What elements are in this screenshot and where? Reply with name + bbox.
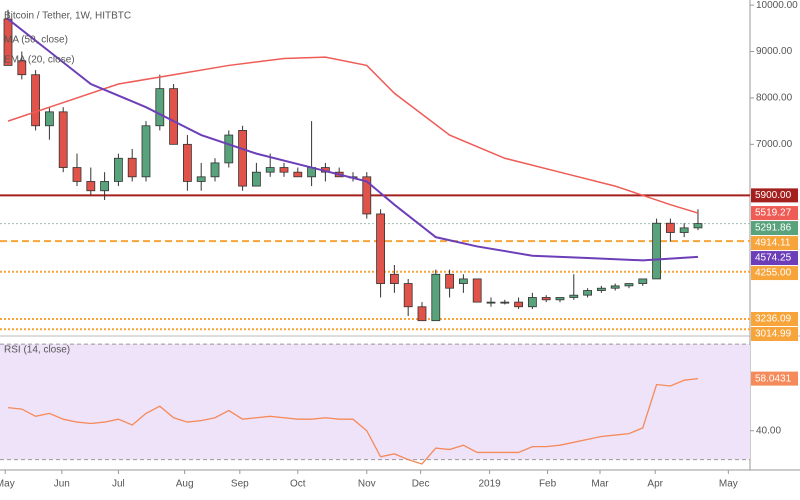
candle-body [527, 297, 537, 308]
candle-body [376, 213, 385, 284]
candle-body [583, 290, 592, 296]
candle-body [182, 143, 192, 182]
candle-body [31, 74, 41, 127]
candle-body [210, 162, 220, 178]
candle-body [679, 227, 689, 233]
price-label-box [751, 266, 798, 281]
candle-body [279, 167, 289, 173]
candle-body [403, 283, 413, 308]
x-tick-label: May [719, 479, 738, 490]
candle-body [45, 111, 54, 127]
ma-line [7, 56, 699, 214]
candle-body [17, 60, 27, 76]
rsi-label: 58.0431 [755, 373, 792, 384]
candle-body [155, 88, 165, 127]
candle-body [265, 167, 275, 173]
candle-body [251, 171, 261, 187]
candle-body [610, 285, 620, 289]
candle-body [638, 278, 648, 284]
rsi-label-box [751, 371, 798, 386]
candle-body [224, 134, 234, 164]
ma-line [7, 18, 699, 262]
candle-body [514, 301, 523, 308]
candle-body [141, 125, 151, 178]
candle-body [693, 223, 703, 229]
price-label: 5291.86 [755, 223, 792, 234]
y-tick-label: 40.00 [756, 425, 781, 436]
x-tick-label: May [0, 479, 15, 490]
rsi-title: RSI (14, close) [4, 345, 70, 356]
candle-body [569, 294, 579, 298]
price-label-box [751, 327, 798, 341]
candle-body [362, 176, 372, 215]
x-tick-label: Aug [176, 479, 194, 490]
x-tick-label: Jun [54, 479, 70, 490]
candle-body [445, 273, 454, 289]
y-tick-label: 8000.00 [756, 93, 793, 104]
candle-body [127, 157, 137, 178]
x-tick-label: Apr [647, 479, 663, 490]
x-tick-label: Mar [591, 479, 609, 490]
candle-body [596, 287, 606, 291]
price-label-box [751, 251, 798, 266]
candle-body [431, 273, 441, 322]
candle-body [169, 88, 178, 145]
candle-body [3, 18, 13, 66]
price-label: 5519.27 [755, 208, 792, 219]
price-label: 5900.00 [755, 190, 792, 201]
price-label-box [751, 236, 798, 251]
candle-body [417, 306, 427, 322]
candle-body [293, 171, 303, 178]
y-tick-label: 9000.00 [756, 46, 793, 57]
candle-body [458, 278, 468, 284]
candle-body [665, 222, 675, 233]
price-label: 4574.25 [755, 253, 792, 264]
candle-body [58, 111, 68, 168]
x-tick-label: Sep [231, 479, 249, 490]
chart-title: Bitcoin / Tether, 1W, HITBTC [4, 11, 131, 22]
legend-entry: EMA (20, close) [4, 55, 75, 66]
price-label: 3236.09 [755, 314, 792, 325]
candle-body [472, 278, 482, 303]
x-tick-label: Nov [358, 479, 376, 490]
price-label: 4255.00 [755, 268, 792, 279]
candle-body [196, 176, 206, 182]
price-label: 3014.99 [755, 329, 792, 340]
price-label-box [751, 221, 798, 236]
y-tick-label: 10000.00 [756, 0, 798, 11]
price-label-box [751, 312, 798, 327]
x-tick-label: 2019 [478, 479, 501, 490]
price-label: 4914.11 [755, 238, 791, 249]
candle-body [238, 130, 247, 187]
candle-body [100, 181, 109, 192]
x-tick-label: Jul [112, 479, 125, 490]
candle-body [555, 297, 565, 301]
candle-body [486, 301, 496, 304]
x-tick-label: Oct [290, 479, 306, 490]
price-label-box [751, 206, 798, 221]
candle-body [86, 181, 96, 192]
candle-body [541, 297, 551, 301]
candle-body [624, 283, 634, 287]
candle-body [500, 301, 510, 304]
rsi-band [0, 344, 750, 460]
rsi-line [7, 377, 699, 465]
legend-entry: MA (50, close) [4, 35, 68, 46]
candle-body [113, 157, 123, 182]
candle-body [72, 167, 82, 182]
x-tick-label: Feb [539, 479, 557, 490]
candle-body [652, 222, 661, 280]
candle-body [389, 273, 399, 284]
y-tick-label: 7000.00 [756, 139, 793, 150]
price-label-box [751, 188, 798, 203]
x-tick-label: Dec [412, 479, 430, 490]
